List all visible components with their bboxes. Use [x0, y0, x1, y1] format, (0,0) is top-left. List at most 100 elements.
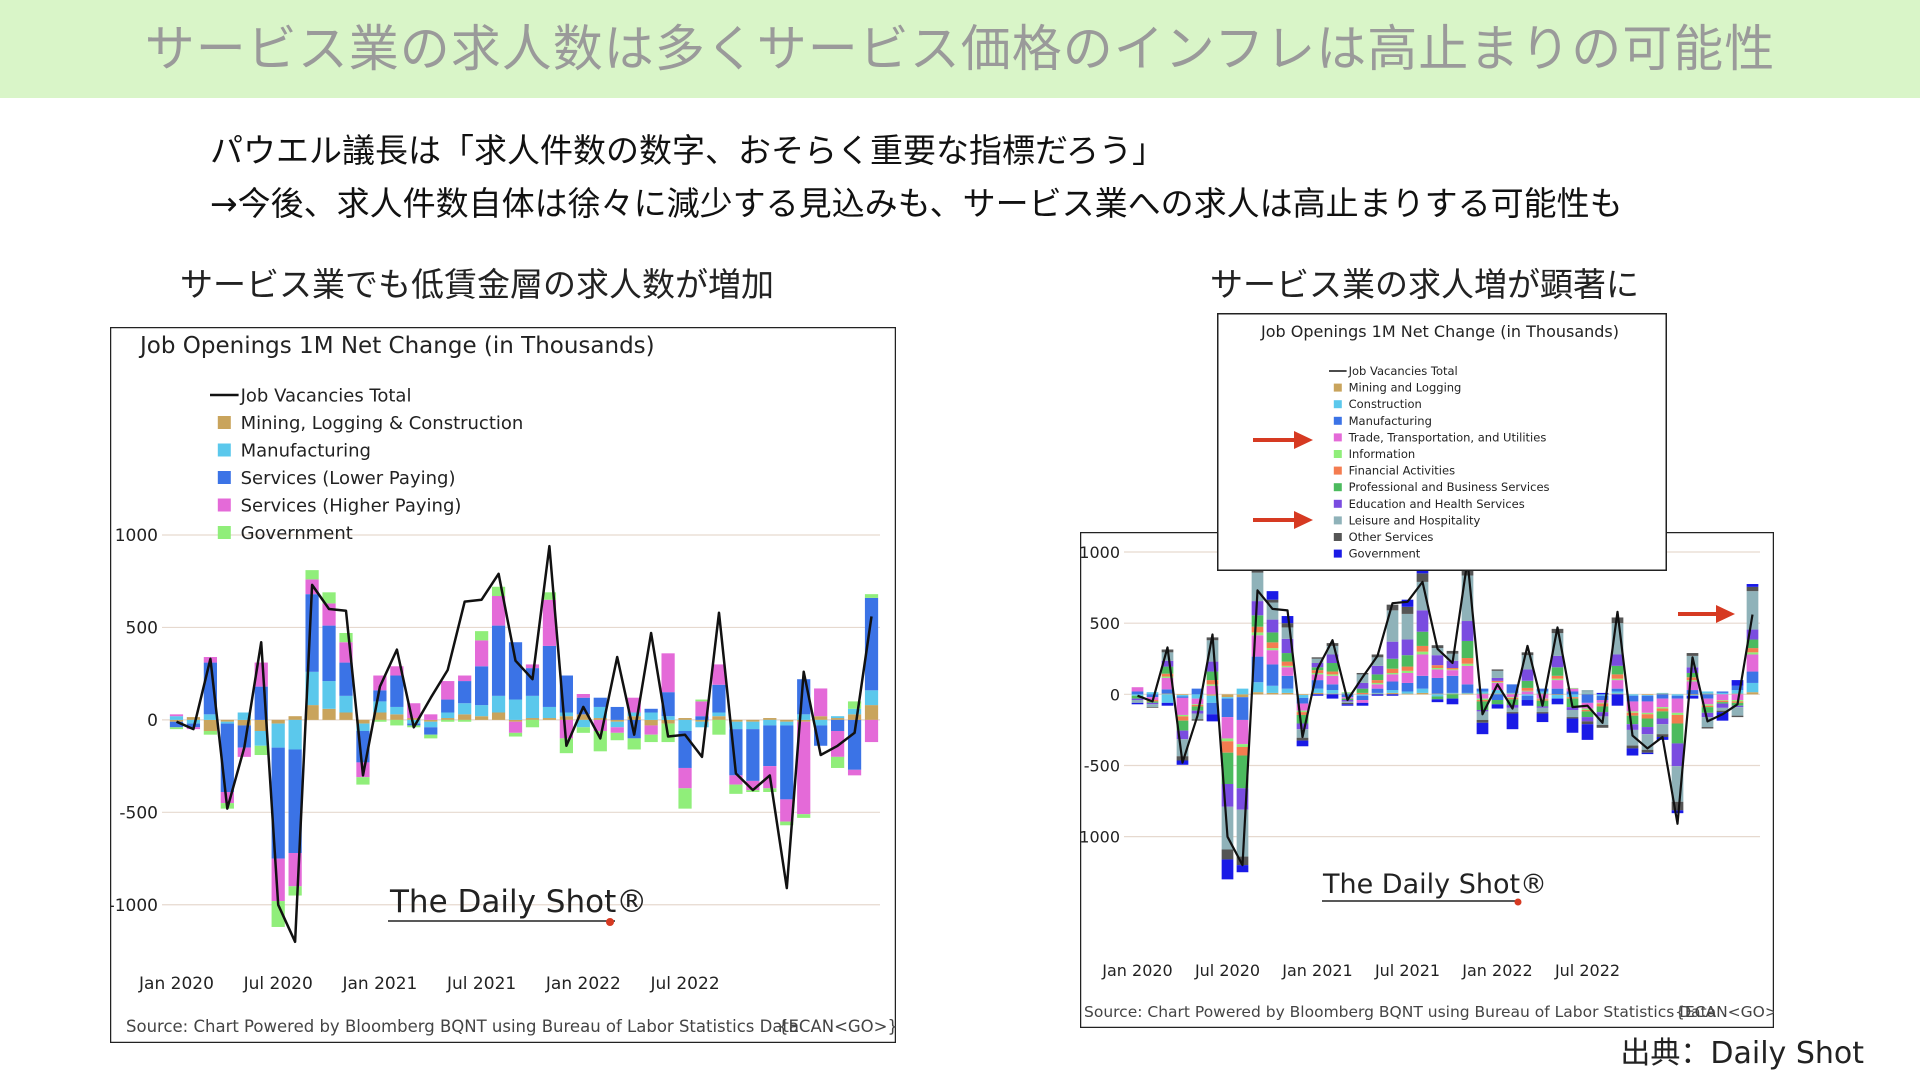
right-bar-segment	[1716, 710, 1729, 713]
right-bar-segment	[1281, 661, 1294, 666]
right-bar-segment	[1416, 675, 1429, 689]
right-bar-segment	[1281, 653, 1294, 662]
right-bar-segment	[1746, 654, 1759, 672]
right-bar-segment	[1536, 706, 1549, 708]
right-bar-segment	[1446, 694, 1459, 699]
right-bar-segment	[1686, 690, 1699, 695]
left-chart-panel: Job Openings 1M Net Change (in Thousands…	[109, 326, 898, 1047]
left-bar-segment	[254, 719, 268, 731]
left-bar-segment	[780, 721, 794, 726]
right-bar-segment	[1566, 691, 1579, 695]
right-bar-segment	[1581, 708, 1594, 710]
right-bar-segment	[1296, 703, 1309, 711]
left-bar-segment	[763, 719, 777, 726]
right-bar-segment	[1641, 695, 1654, 696]
left-bar-segment	[220, 721, 234, 724]
right-bar-segment	[1491, 670, 1504, 678]
left-bar-segment	[593, 730, 607, 752]
right-bar-segment	[1701, 691, 1714, 694]
right-bar-segment	[1416, 692, 1429, 695]
left-bar-segment	[576, 714, 590, 720]
right-bar-segment	[1566, 697, 1579, 699]
right-bar-segment	[1356, 672, 1369, 675]
left-bar-segment	[746, 780, 760, 791]
right-total-line	[1137, 559, 1754, 867]
right-bar-segment	[1536, 713, 1549, 723]
right-bar-segment	[1461, 621, 1474, 641]
right-bar-segment	[1371, 682, 1384, 685]
right-bar-segment	[1566, 687, 1579, 689]
right-bar-segment	[1296, 695, 1309, 698]
left-y-tick-label: 500	[126, 618, 158, 638]
right-legend-swatch	[1333, 383, 1342, 392]
right-bar-segment	[1671, 714, 1684, 724]
right-bar-segment	[1611, 691, 1624, 694]
left-bar-segment	[864, 705, 879, 720]
left-bar-segment	[644, 719, 658, 726]
left-bar-segment	[542, 599, 557, 646]
right-bar-segment	[1626, 711, 1639, 713]
left-bar-segment	[390, 666, 404, 676]
left-bar-segment	[695, 716, 709, 720]
right-bar-segment	[1431, 655, 1444, 666]
left-bar-segment	[644, 734, 658, 743]
right-bar-segment	[1731, 707, 1744, 716]
left-legend-label: Services (Higher Paying)	[241, 495, 462, 516]
right-bar-segment	[1671, 695, 1684, 699]
left-legend-swatch	[217, 526, 231, 539]
right-bar-segment	[1221, 752, 1234, 784]
left-bar-segment	[559, 719, 573, 739]
left-bar-segment	[847, 769, 862, 776]
right-legend-box: Job Openings 1M Net Change (in Thousands…	[1217, 313, 1667, 575]
right-bar-segment	[1371, 688, 1384, 693]
right-bar-segment	[1521, 655, 1534, 670]
left-bar-segment	[644, 712, 658, 720]
right-bar-segment	[1671, 694, 1684, 696]
right-bar-segment	[1371, 693, 1384, 695]
right-bar-segment	[1656, 693, 1669, 695]
left-bar-segment	[203, 730, 217, 735]
right-bar-segment	[1251, 692, 1264, 695]
left-bar-segment	[356, 777, 370, 785]
right-bar-segment	[1221, 859, 1234, 880]
right-bar-segment	[1491, 693, 1504, 695]
left-bar-segment	[576, 719, 590, 728]
left-total-line	[175, 544, 873, 944]
right-bar-segment	[1506, 699, 1519, 705]
right-bar-segment	[1371, 694, 1384, 696]
left-x-tick-label: Jan 2020	[138, 974, 214, 994]
right-bar-segment	[1266, 591, 1279, 600]
right-bar-segment	[1221, 694, 1234, 698]
left-bar-segment	[424, 714, 438, 720]
right-bar-segment	[1386, 694, 1399, 696]
right-bar-segment	[1161, 666, 1174, 674]
right-legend-swatch	[1333, 416, 1342, 425]
right-bar-segment	[1686, 677, 1699, 681]
right-y-tick-label: -1000	[1080, 828, 1120, 847]
right-bar-segment	[1686, 667, 1699, 673]
left-bar-segment	[695, 721, 709, 728]
right-bar-segment	[1431, 693, 1444, 695]
right-bar-segment	[1716, 702, 1729, 704]
right-bar-segment	[1596, 702, 1609, 704]
right-bar-segment	[1401, 672, 1414, 683]
right-bar-segment	[1731, 690, 1744, 694]
right-bar-segment	[1206, 702, 1219, 715]
right-bar-segment	[1191, 705, 1204, 707]
right-bar-segment	[1176, 714, 1189, 717]
right-bar-segment	[1266, 619, 1279, 633]
right-bar-segment	[1416, 573, 1429, 582]
right-bar-segment	[1206, 694, 1219, 696]
right-bar-segment	[1371, 684, 1384, 689]
right-bar-segment	[1281, 692, 1294, 695]
right-bar-segment	[1641, 701, 1654, 713]
left-bar-segment	[746, 721, 760, 730]
left-bar-segment	[186, 717, 201, 720]
right-bar-segment	[1281, 675, 1294, 689]
right-bar-segment	[1611, 654, 1624, 666]
left-bar-segment	[661, 716, 675, 720]
left-bar-segment	[729, 784, 743, 794]
left-bar-segment	[780, 719, 794, 722]
left-bar-segment	[797, 714, 811, 720]
right-legend-swatch	[1333, 466, 1342, 475]
